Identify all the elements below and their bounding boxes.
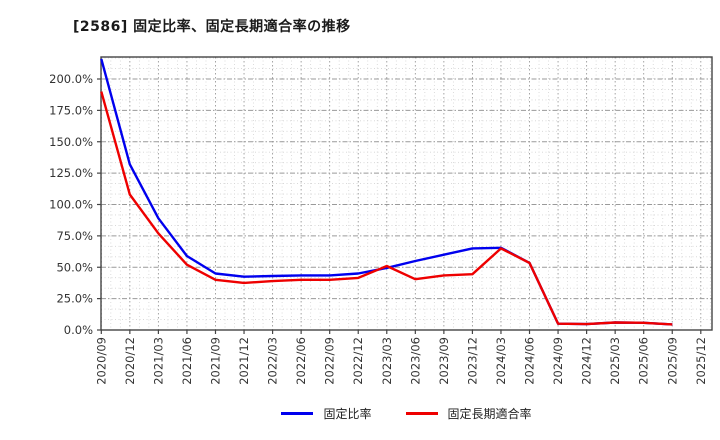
svg-text:2023/12: 2023/12 [465,337,479,385]
svg-text:25.0%: 25.0% [56,292,93,306]
svg-text:125.0%: 125.0% [49,166,93,180]
svg-text:2025/03: 2025/03 [608,337,622,385]
svg-text:2022/12: 2022/12 [351,337,365,385]
svg-text:2025/09: 2025/09 [665,337,679,385]
svg-text:200.0%: 200.0% [49,72,93,86]
svg-text:2020/12: 2020/12 [123,337,137,385]
svg-text:2022/03: 2022/03 [266,337,280,385]
svg-text:50.0%: 50.0% [56,260,93,274]
svg-text:175.0%: 175.0% [49,103,93,117]
legend-label-fixed-ratio: 固定比率 [323,407,372,421]
svg-text:2021/03: 2021/03 [151,337,165,385]
svg-text:150.0%: 150.0% [49,135,93,149]
svg-text:75.0%: 75.0% [56,229,93,243]
svg-text:2023/03: 2023/03 [380,337,394,385]
svg-text:2024/06: 2024/06 [523,337,537,385]
legend-item-fixed-longterm-ratio: 固定長期適合率 [405,405,532,422]
svg-text:2025/12: 2025/12 [694,337,708,385]
svg-text:2021/06: 2021/06 [180,337,194,385]
svg-text:2024/03: 2024/03 [494,337,508,385]
svg-text:2021/12: 2021/12 [237,337,251,385]
red-line-swatch [405,412,438,415]
svg-text:2024/12: 2024/12 [580,337,594,385]
svg-text:2020/09: 2020/09 [94,337,108,385]
legend-label-fixed-longterm-ratio: 固定長期適合率 [447,407,532,421]
blue-line-swatch [281,412,314,415]
svg-text:2021/09: 2021/09 [208,337,222,385]
svg-text:0.0%: 0.0% [64,323,93,337]
svg-text:2022/06: 2022/06 [294,337,308,385]
svg-text:2024/09: 2024/09 [551,337,565,385]
svg-text:2023/09: 2023/09 [437,337,451,385]
svg-text:2022/09: 2022/09 [323,337,337,385]
chart-legend: 固定比率 固定長期適合率 [101,405,712,422]
legend-item-fixed-ratio: 固定比率 [281,405,372,422]
chart-title: [2586] 固定比率、固定長期適合率の推移 [73,19,351,35]
svg-text:100.0%: 100.0% [49,198,93,212]
svg-text:2025/06: 2025/06 [637,337,651,385]
svg-text:2023/06: 2023/06 [408,337,422,385]
